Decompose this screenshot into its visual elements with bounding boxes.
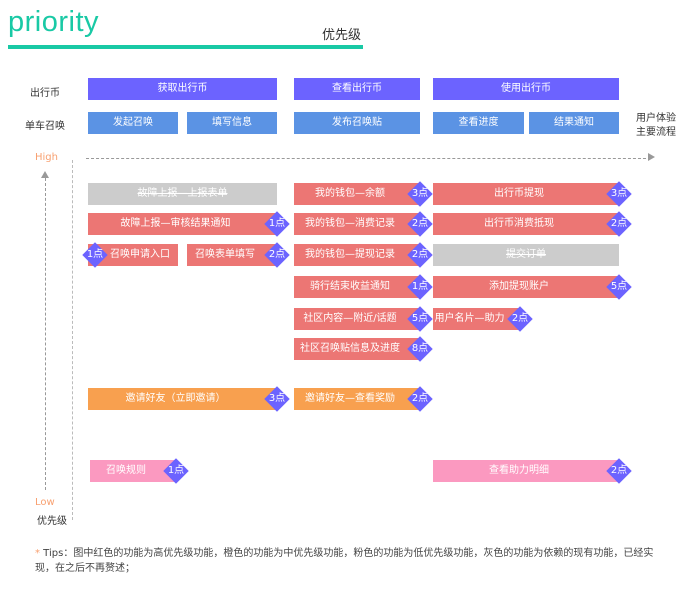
flow-step: 结果通知 bbox=[529, 112, 619, 134]
feature-card: 用户名片—助力 2点 bbox=[433, 306, 533, 332]
axis-high-label: High bbox=[35, 152, 58, 163]
feature-label: 骑行结束收益通知 bbox=[310, 281, 390, 292]
feature-card: 出行币消费抵现 2点 bbox=[433, 211, 632, 237]
feature-label: 用户名片—助力 bbox=[434, 313, 505, 324]
points-value: 1点 bbox=[167, 465, 185, 476]
feature-card: 提交订单 bbox=[433, 244, 619, 266]
feature-card: 召唤规则 1点 bbox=[90, 458, 189, 484]
tips-text: Tips：图中红色的功能为高优先级功能，橙色的功能为中优先级功能，粉色的功能为低… bbox=[35, 548, 654, 574]
feature-label: 邀请好友—查看奖励 bbox=[305, 393, 395, 404]
feature-card: 社区召唤贴信息及进度 8点 bbox=[294, 336, 433, 362]
points-badge: 2点 bbox=[606, 211, 632, 237]
axis-divider bbox=[72, 160, 73, 520]
feature-card: 我的钱包—余额 3点 bbox=[294, 181, 433, 207]
feature-card: 邀请好友—查看奖励 2点 bbox=[294, 386, 433, 412]
feature-label: 查看助力明细 bbox=[489, 465, 549, 476]
page-subtitle: 优先级 bbox=[322, 28, 362, 43]
points-value: 2点 bbox=[411, 393, 429, 404]
points-value: 1点 bbox=[86, 249, 104, 260]
flow-label-2: 主要流程 bbox=[636, 127, 676, 138]
tips-note: * Tips：图中红色的功能为高优先级功能，橙色的功能为中优先级功能，粉色的功能… bbox=[35, 546, 655, 576]
flow-label-1: 用户体验 bbox=[636, 113, 676, 124]
feature-label: 出行币消费抵现 bbox=[484, 218, 554, 229]
points-badge: 3点 bbox=[264, 386, 290, 412]
points-value: 3点 bbox=[268, 393, 286, 404]
feature-label: 我的钱包—消费记录 bbox=[305, 218, 395, 229]
feature-card: 骑行结束收益通知 1点 bbox=[294, 274, 433, 300]
feature-card: 查看助力明细 2点 bbox=[433, 458, 632, 484]
axis-low-label: Low bbox=[35, 497, 55, 508]
feature-card: 出行币提现 3点 bbox=[433, 181, 632, 207]
points-value: 5点 bbox=[610, 281, 628, 292]
feature-card: 召唤申请入口 1点 bbox=[82, 242, 178, 268]
points-value: 8点 bbox=[411, 343, 429, 354]
points-value: 2点 bbox=[268, 249, 286, 260]
feature-label: 故障上报—审核结果通知 bbox=[120, 218, 231, 229]
feature-card: 邀请好友（立即邀请） 3点 bbox=[88, 386, 290, 412]
feature-card: 召唤表单填写 2点 bbox=[187, 242, 290, 268]
flow-step: 填写信息 bbox=[187, 112, 277, 134]
title-underline bbox=[8, 45, 363, 49]
points-value: 3点 bbox=[610, 188, 628, 199]
flow-step: 发布召唤贴 bbox=[294, 112, 420, 134]
points-badge: 8点 bbox=[407, 336, 433, 362]
flow-step: 发起召唤 bbox=[88, 112, 178, 134]
row-label-coin: 出行币 bbox=[30, 88, 60, 99]
points-badge: 3点 bbox=[606, 181, 632, 207]
points-badge: 5点 bbox=[606, 274, 632, 300]
page-title: priority bbox=[8, 6, 100, 38]
points-value: 5点 bbox=[411, 313, 429, 324]
feature-card: 我的钱包—提现记录 2点 bbox=[294, 242, 433, 268]
points-badge: 3点 bbox=[407, 181, 433, 207]
feature-label: 故障上报—上报表单 bbox=[137, 188, 228, 199]
tips-star: * bbox=[35, 548, 40, 559]
feature-label: 邀请好友（立即邀请） bbox=[125, 393, 226, 404]
points-badge: 1点 bbox=[407, 274, 433, 300]
flow-step: 使用出行币 bbox=[433, 78, 619, 100]
feature-label: 社区召唤贴信息及进度 bbox=[300, 343, 400, 354]
feature-label: 社区内容—附近/话题 bbox=[303, 313, 397, 324]
points-value: 1点 bbox=[268, 218, 286, 229]
feature-label: 出行币提现 bbox=[494, 188, 544, 199]
points-badge: 2点 bbox=[407, 386, 433, 412]
points-value: 2点 bbox=[610, 465, 628, 476]
points-badge: 1点 bbox=[82, 242, 108, 268]
feature-label: 召唤规则 bbox=[106, 465, 146, 476]
feature-card: 我的钱包—消费记录 2点 bbox=[294, 211, 433, 237]
points-badge: 2点 bbox=[407, 242, 433, 268]
points-value: 1点 bbox=[411, 281, 429, 292]
points-value: 2点 bbox=[610, 218, 628, 229]
horizontal-axis bbox=[86, 158, 651, 159]
feature-card: 社区内容—附近/话题 5点 bbox=[294, 306, 433, 332]
feature-label: 添加提现账户 bbox=[489, 281, 549, 292]
points-badge: 2点 bbox=[606, 458, 632, 484]
points-value: 2点 bbox=[411, 218, 429, 229]
feature-label: 提交订单 bbox=[506, 249, 546, 260]
flow-step: 查看进度 bbox=[433, 112, 524, 134]
points-badge: 2点 bbox=[264, 242, 290, 268]
feature-label: 我的钱包—提现记录 bbox=[305, 249, 395, 260]
points-value: 3点 bbox=[411, 188, 429, 199]
points-value: 2点 bbox=[511, 313, 529, 324]
points-badge: 2点 bbox=[407, 211, 433, 237]
vertical-axis bbox=[45, 178, 46, 490]
axis-label: 优先级 bbox=[37, 516, 67, 527]
row-label-summon: 单车召唤 bbox=[25, 121, 65, 132]
feature-label: 我的钱包—余额 bbox=[315, 188, 385, 199]
feature-card: 添加提现账户 5点 bbox=[433, 274, 632, 300]
arrow-up-icon bbox=[41, 171, 49, 178]
points-badge: 1点 bbox=[163, 458, 189, 484]
feature-card: 故障上报—审核结果通知 1点 bbox=[88, 211, 290, 237]
points-badge: 1点 bbox=[264, 211, 290, 237]
flow-step: 查看出行币 bbox=[294, 78, 420, 100]
feature-label: 召唤表单填写 bbox=[195, 249, 255, 260]
flow-step: 获取出行币 bbox=[88, 78, 277, 100]
points-value: 2点 bbox=[411, 249, 429, 260]
arrow-right-icon bbox=[648, 153, 655, 161]
feature-label: 召唤申请入口 bbox=[110, 249, 170, 260]
points-badge: 2点 bbox=[507, 306, 533, 332]
points-badge: 5点 bbox=[407, 306, 433, 332]
feature-card: 故障上报—上报表单 bbox=[88, 183, 277, 205]
